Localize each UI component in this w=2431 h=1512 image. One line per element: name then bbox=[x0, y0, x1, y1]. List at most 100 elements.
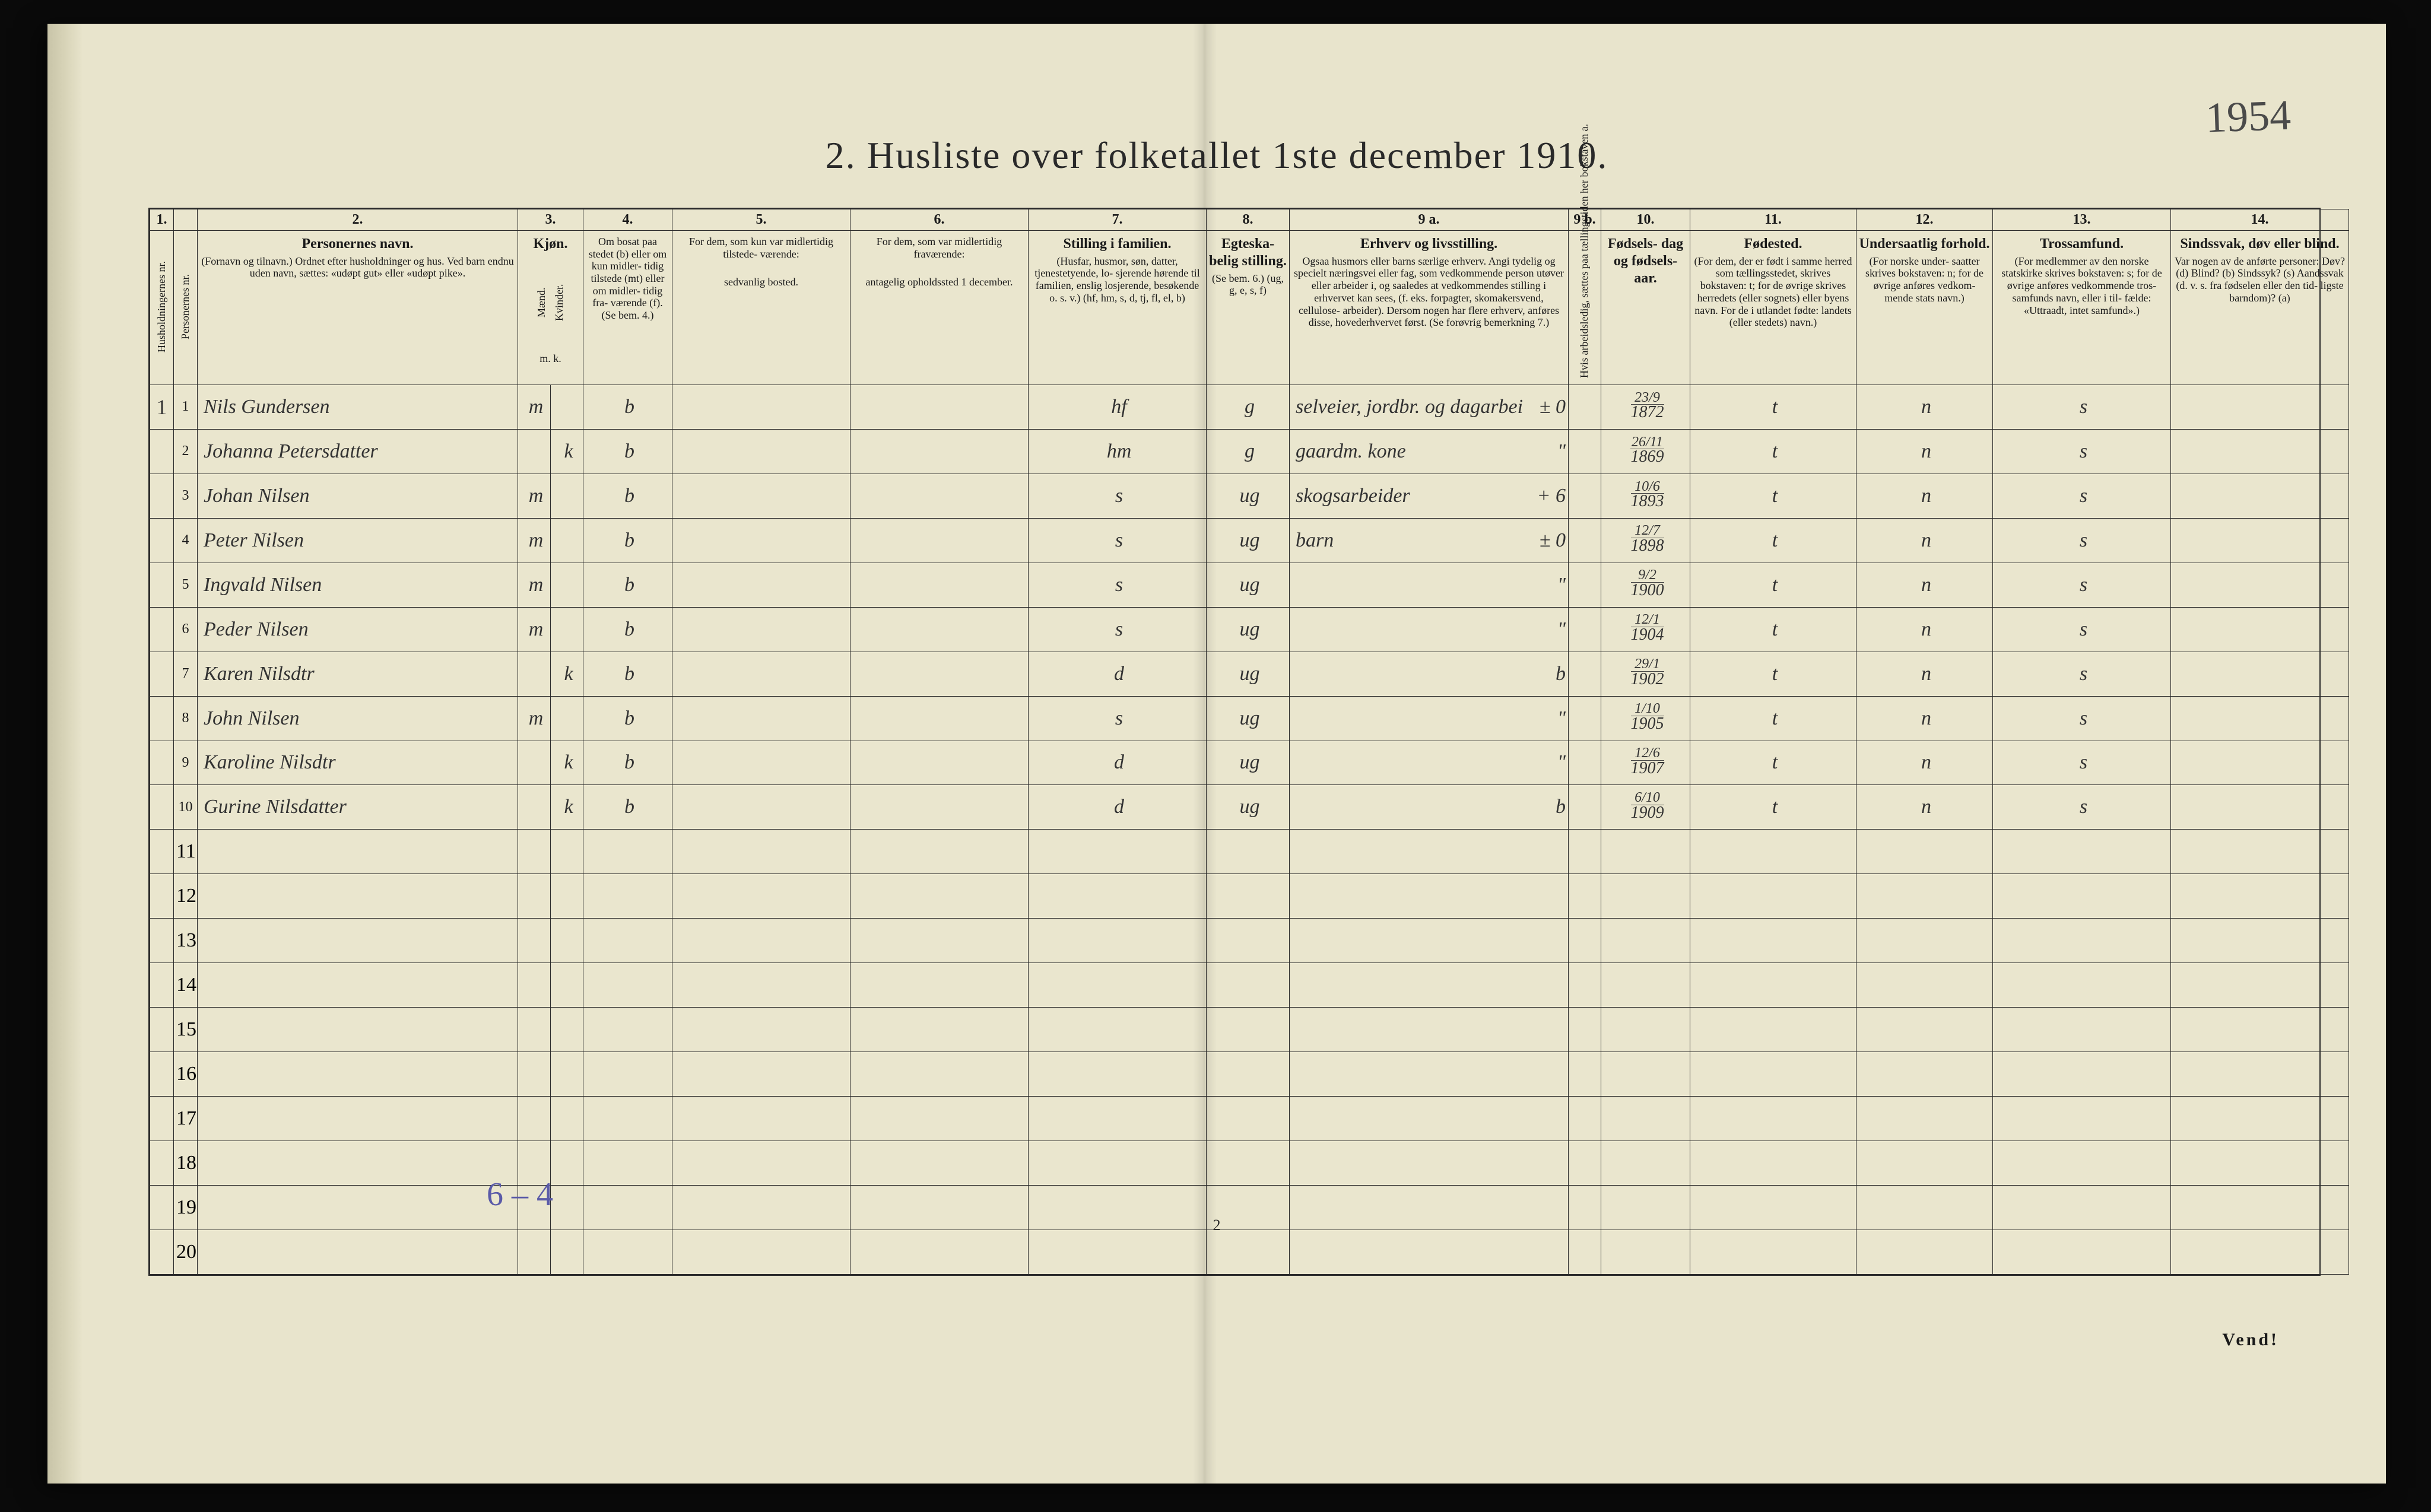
cell-person-nr: 9 bbox=[174, 741, 198, 785]
cell-person-nr: 19 bbox=[174, 1185, 198, 1230]
cell-name: Gurine Nilsdatter bbox=[198, 785, 518, 830]
cell-temp-present bbox=[672, 785, 850, 830]
cell-unemployed bbox=[1569, 429, 1601, 474]
cell-unemployed bbox=[1569, 385, 1601, 430]
cell-residence: b bbox=[583, 563, 672, 607]
table-row: 6Peder Nilsenmbsug "12/11904tns bbox=[150, 607, 2349, 652]
cell-temp-absent bbox=[850, 429, 1029, 474]
cell-nationality: n bbox=[1856, 429, 1993, 474]
cell-temp-absent bbox=[850, 474, 1029, 518]
cell-unemployed bbox=[1569, 652, 1601, 696]
colnum-14: 14. bbox=[2171, 209, 2349, 231]
table-row: 3Johan Nilsenmbsugskogsarbeider + 610/61… bbox=[150, 474, 2349, 518]
cell-temp-absent bbox=[850, 652, 1029, 696]
cell-temp-present bbox=[672, 696, 850, 741]
cell-occupation: " bbox=[1290, 696, 1569, 741]
cell-marital: ug bbox=[1207, 518, 1290, 563]
cell-birthplace: t bbox=[1690, 741, 1856, 785]
header-temp-absent: For dem, som var midlertidig fraværende:… bbox=[850, 231, 1029, 385]
colnum-5: 5. bbox=[672, 209, 850, 231]
cell-nationality: n bbox=[1856, 652, 1993, 696]
cell-disability bbox=[2171, 518, 2349, 563]
cell-household-nr bbox=[150, 696, 174, 741]
cell-dob: 1/101905 bbox=[1601, 696, 1690, 741]
cell-household-nr bbox=[150, 518, 174, 563]
book-spine-shadow bbox=[1193, 24, 1217, 1484]
cell-disability bbox=[2171, 696, 2349, 741]
cell-household-nr bbox=[150, 1230, 174, 1274]
cell-family-pos: s bbox=[1029, 474, 1207, 518]
cell-name: John Nilsen bbox=[198, 696, 518, 741]
cell-temp-present bbox=[672, 429, 850, 474]
cell-disability bbox=[2171, 385, 2349, 430]
cell-sex-k bbox=[551, 607, 583, 652]
cell-religion: s bbox=[1993, 474, 2171, 518]
cell-marital: ug bbox=[1207, 696, 1290, 741]
document-page: 1954 2. Husliste over folketallet 1ste d… bbox=[47, 24, 2386, 1484]
cell-household-nr bbox=[150, 429, 174, 474]
cell-person-nr: 11 bbox=[174, 830, 198, 874]
cell-marital: ug bbox=[1207, 563, 1290, 607]
cell-unemployed bbox=[1569, 785, 1601, 830]
table-row-empty: 20 bbox=[150, 1230, 2349, 1274]
header-temp-present: For dem, som kun var midlertidig tilsted… bbox=[672, 231, 850, 385]
colnum-13: 13. bbox=[1993, 209, 2171, 231]
cell-sex-k: k bbox=[551, 429, 583, 474]
cell-residence: b bbox=[583, 785, 672, 830]
cell-dob: 10/61893 bbox=[1601, 474, 1690, 518]
cell-name: Nils Gundersen bbox=[198, 385, 518, 430]
table-row: 11Nils Gundersenmbhfgselveier, jordbr. o… bbox=[150, 385, 2349, 430]
header-marital: Egteska- belig stilling. (Se bem. 6.) (u… bbox=[1207, 231, 1290, 385]
cell-residence: b bbox=[583, 518, 672, 563]
colnum-1b bbox=[174, 209, 198, 231]
cell-household-nr bbox=[150, 1052, 174, 1097]
table-row-empty: 17 bbox=[150, 1097, 2349, 1141]
cell-birthplace: t bbox=[1690, 785, 1856, 830]
cell-marital: ug bbox=[1207, 474, 1290, 518]
header-unemployed: Hvis arbeidsledig, sættes paa tællingsti… bbox=[1569, 231, 1601, 385]
cell-residence: b bbox=[583, 429, 672, 474]
header-religion: Trossamfund. (For medlemmer av den norsk… bbox=[1993, 231, 2171, 385]
cell-temp-absent bbox=[850, 741, 1029, 785]
cell-person-nr: 18 bbox=[174, 1141, 198, 1185]
page-title: 2. Husliste over folketallet 1ste decemb… bbox=[47, 134, 2386, 177]
cell-sex-m bbox=[518, 741, 551, 785]
cell-unemployed bbox=[1569, 563, 1601, 607]
cell-birthplace: t bbox=[1690, 696, 1856, 741]
cell-name: Karoline Nilsdtr bbox=[198, 741, 518, 785]
cell-sex-m bbox=[518, 652, 551, 696]
cell-birthplace: t bbox=[1690, 385, 1856, 430]
cell-nationality: n bbox=[1856, 696, 1993, 741]
header-occupation: Erhverv og livsstilling. Ogsaa husmors e… bbox=[1290, 231, 1569, 385]
cell-birthplace: t bbox=[1690, 652, 1856, 696]
cell-dob: 23/91872 bbox=[1601, 385, 1690, 430]
cell-sex-m: m bbox=[518, 563, 551, 607]
header-dob: Fødsels- dag og fødsels- aar. bbox=[1601, 231, 1690, 385]
cell-household-nr bbox=[150, 830, 174, 874]
cell-disability bbox=[2171, 563, 2349, 607]
cell-nationality: n bbox=[1856, 785, 1993, 830]
cell-family-pos: s bbox=[1029, 696, 1207, 741]
cell-household-nr: 1 bbox=[150, 385, 174, 430]
cell-temp-present bbox=[672, 518, 850, 563]
cell-sex-k bbox=[551, 474, 583, 518]
cell-dob: 12/11904 bbox=[1601, 607, 1690, 652]
cell-person-nr: 8 bbox=[174, 696, 198, 741]
census-table: 1. 2. 3. 4. 5. 6. 7. 8. 9 a. 9 b. 10. 11… bbox=[150, 209, 2349, 1275]
cell-occupation: " bbox=[1290, 607, 1569, 652]
table-row: 2Johanna Petersdatterkbhmggaardm. kone "… bbox=[150, 429, 2349, 474]
cell-nationality: n bbox=[1856, 563, 1993, 607]
cell-household-nr bbox=[150, 874, 174, 919]
cell-temp-present bbox=[672, 652, 850, 696]
cell-temp-absent bbox=[850, 607, 1029, 652]
cell-household-nr bbox=[150, 741, 174, 785]
cell-residence: b bbox=[583, 474, 672, 518]
cell-birthplace: t bbox=[1690, 518, 1856, 563]
cell-person-nr: 15 bbox=[174, 1008, 198, 1052]
cell-dob: 26/111869 bbox=[1601, 429, 1690, 474]
cell-sex-k: k bbox=[551, 785, 583, 830]
cell-occupation: b bbox=[1290, 785, 1569, 830]
cell-religion: s bbox=[1993, 652, 2171, 696]
table-row: 5Ingvald Nilsenmbsug "9/21900tns bbox=[150, 563, 2349, 607]
cell-occupation: " bbox=[1290, 563, 1569, 607]
